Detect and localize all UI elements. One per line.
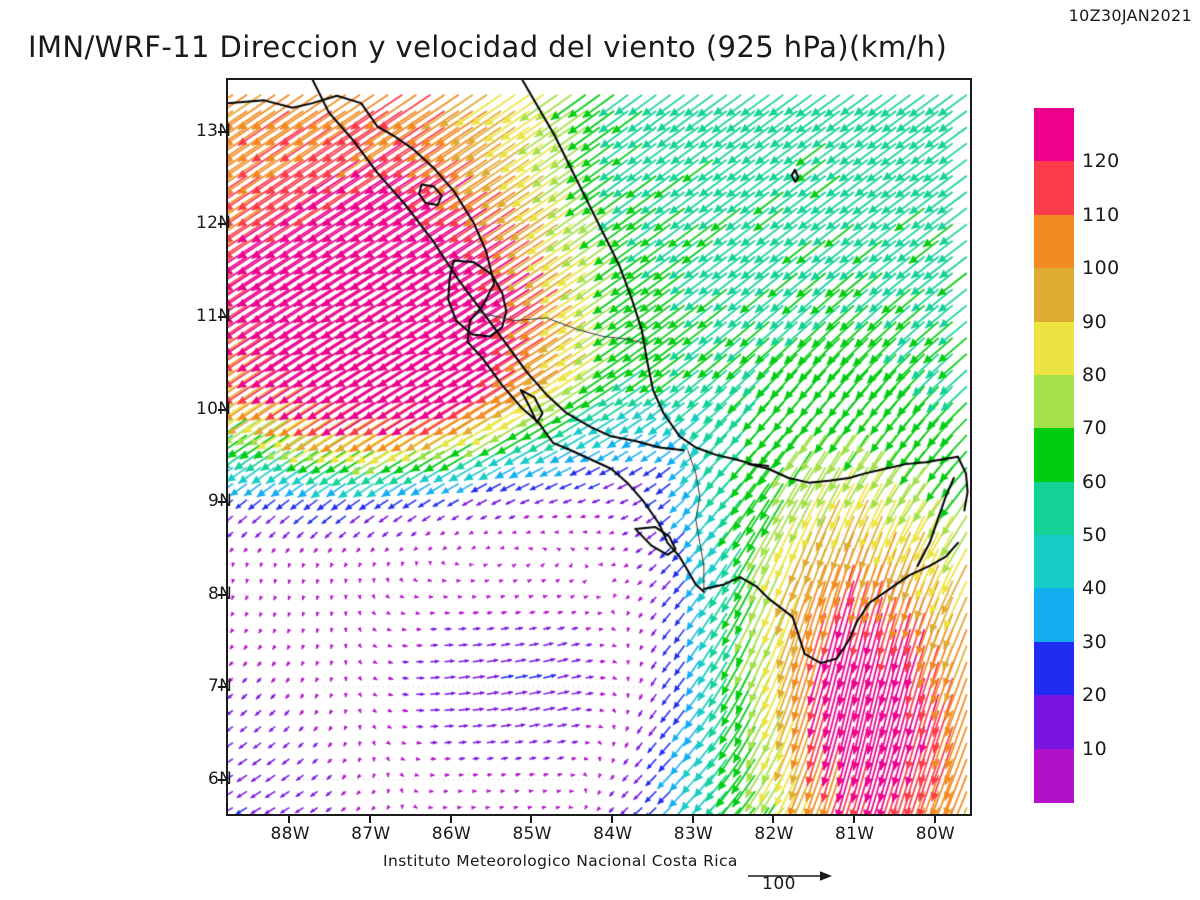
forecast-timestamp: 10Z30JAN2021 — [1068, 6, 1192, 25]
y-tick-mark — [218, 686, 226, 689]
x-tick-label: 80W — [915, 824, 956, 844]
colorbar-tick-label: 10 — [1082, 737, 1108, 760]
colorbar-band — [1034, 161, 1074, 216]
colorbar-band — [1034, 108, 1074, 162]
colorbar-band — [1034, 588, 1074, 643]
x-tick-label: 87W — [351, 824, 391, 844]
colorbar-tick-label: 50 — [1082, 524, 1108, 547]
colorbar-band — [1034, 535, 1074, 590]
y-tick-label: 13N — [196, 120, 232, 141]
y-tick-label: 10N — [196, 398, 232, 419]
colorbar-tick-label: 90 — [1082, 310, 1108, 333]
y-tick-label: 11N — [196, 306, 232, 327]
colorbar-tick-label: 20 — [1082, 684, 1108, 707]
colorbar-tick-label: 110 — [1082, 203, 1120, 226]
y-tick-mark — [218, 501, 226, 504]
colorbar-tick-label: 60 — [1082, 470, 1108, 493]
page-title: IMN/WRF-11 Direccion y velocidad del vie… — [28, 30, 948, 64]
colorbar-tick-label: 30 — [1082, 630, 1108, 653]
x-tick-mark — [369, 816, 372, 823]
colorbar-band — [1034, 374, 1074, 429]
y-tick-mark — [218, 130, 226, 133]
colorbar-tick-label: 100 — [1082, 257, 1120, 280]
y-tick-mark — [218, 408, 226, 411]
x-tick-label: 85W — [512, 824, 552, 844]
x-tick-label: 84W — [593, 824, 633, 844]
x-tick-mark — [449, 816, 452, 823]
colorbar-band — [1034, 748, 1074, 803]
y-tick-mark — [218, 593, 226, 596]
x-tick-mark — [853, 816, 856, 823]
speed-colorbar[interactable]: 120 110 100 90 80 70 60 50 40 30 20 10 — [1034, 108, 1119, 803]
wind-vector-field — [228, 80, 970, 814]
x-tick-mark — [288, 816, 291, 823]
institution-credit: Instituto Meteorologico Nacional Costa R… — [383, 852, 738, 870]
x-tick-label: 86W — [431, 824, 472, 844]
x-tick-mark — [691, 816, 694, 823]
colorbar-tick-label: 70 — [1082, 417, 1108, 440]
x-tick-label: 81W — [835, 824, 875, 844]
colorbar-band — [1034, 428, 1074, 483]
x-tick-mark — [933, 816, 936, 823]
colorbar-band — [1034, 641, 1074, 696]
colorbar-tick-label: 40 — [1082, 577, 1108, 600]
x-tick-label: 83W — [673, 824, 714, 844]
reference-vector-label: 100 — [762, 874, 796, 894]
map-plot-area[interactable] — [226, 78, 972, 816]
x-tick-label: 88W — [270, 824, 310, 844]
colorbar-band — [1034, 695, 1074, 750]
colorbar-band — [1034, 481, 1074, 536]
x-tick-mark — [611, 816, 614, 823]
y-tick-mark — [218, 223, 226, 226]
y-tick-mark — [218, 778, 226, 781]
colorbar-tick-label: 80 — [1082, 363, 1108, 386]
y-tick-label: 12N — [196, 213, 232, 234]
colorbar-band — [1034, 268, 1074, 323]
x-tick-label: 82W — [754, 824, 794, 844]
colorbar-band — [1034, 214, 1074, 269]
y-tick-mark — [218, 316, 226, 319]
reference-vector-arrow — [748, 871, 832, 881]
colorbar-tick-label: 120 — [1082, 150, 1120, 173]
x-tick-mark — [772, 816, 775, 823]
x-tick-mark — [530, 816, 533, 823]
colorbar-band — [1034, 321, 1074, 376]
